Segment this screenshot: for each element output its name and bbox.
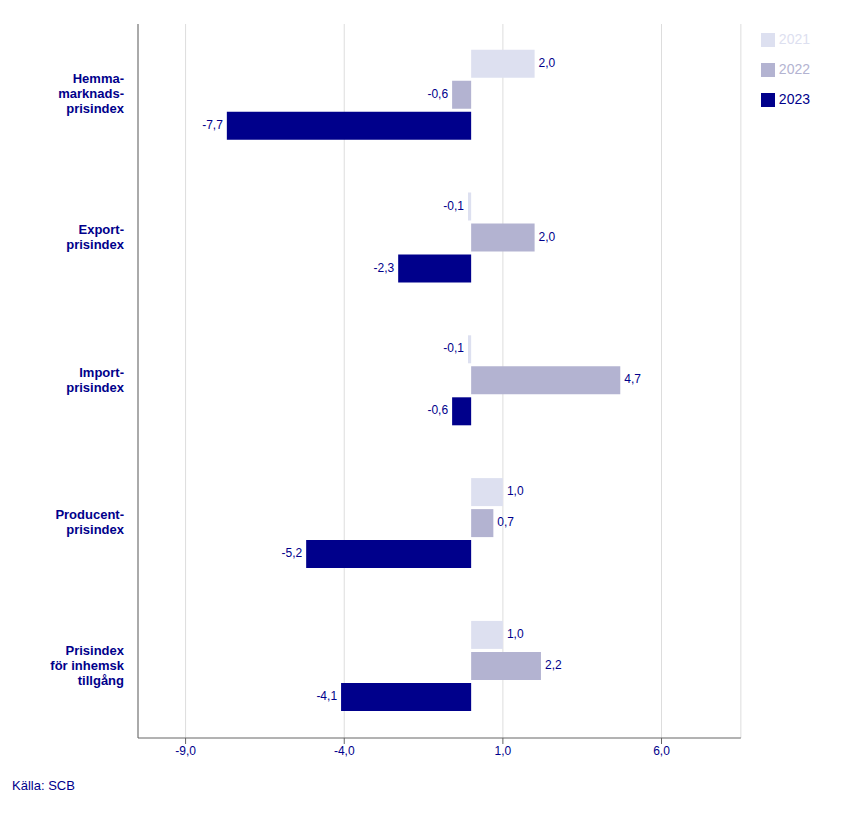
- svg-text:6,0: 6,0: [653, 744, 670, 758]
- html-text:2022: 2022: [778, 61, 810, 77]
- svg-text:2,0: 2,0: [539, 230, 556, 244]
- svg-text:Producent-prisindex: Producent-prisindex: [55, 508, 124, 538]
- svg-text:-9,0: -9,0: [175, 744, 196, 758]
- svg-text:Export-prisindex: Export-prisindex: [66, 222, 125, 252]
- svg-text:-0,1: -0,1: [443, 199, 464, 213]
- svg-text:-4,0: -4,0: [334, 744, 355, 758]
- svg-text:2,2: 2,2: [545, 658, 562, 672]
- svg-text:-4,1: -4,1: [316, 689, 337, 703]
- svg-text:-0,6: -0,6: [427, 403, 448, 417]
- html-text:2023: 2023: [778, 91, 810, 107]
- svg-text:Hemma-marknads-prisindex: Hemma-marknads-prisindex: [58, 72, 125, 117]
- svg-text:0,7: 0,7: [497, 515, 514, 529]
- svg-text:-0,1: -0,1: [443, 341, 464, 355]
- svg-text:1,0: 1,0: [507, 627, 524, 641]
- svg-text:Prisindexför inhemsktillgång: Prisindexför inhemsktillgång: [50, 643, 124, 688]
- svg-text:2,0: 2,0: [539, 56, 556, 70]
- html-text:2021: 2021: [778, 31, 810, 47]
- svg-text:1,0: 1,0: [495, 744, 512, 758]
- svg-text:-0,6: -0,6: [427, 87, 448, 101]
- svg-text:-5,2: -5,2: [281, 546, 302, 560]
- svg-text:1,0: 1,0: [507, 484, 524, 498]
- svg-text:Import-prisindex: Import-prisindex: [66, 365, 125, 395]
- svg-text:-7,7: -7,7: [202, 118, 223, 132]
- html-text:Källa: SCB: Källa: SCB: [12, 778, 75, 793]
- svg-text:-2,3: -2,3: [373, 261, 394, 275]
- svg-text:4,7: 4,7: [624, 372, 641, 386]
